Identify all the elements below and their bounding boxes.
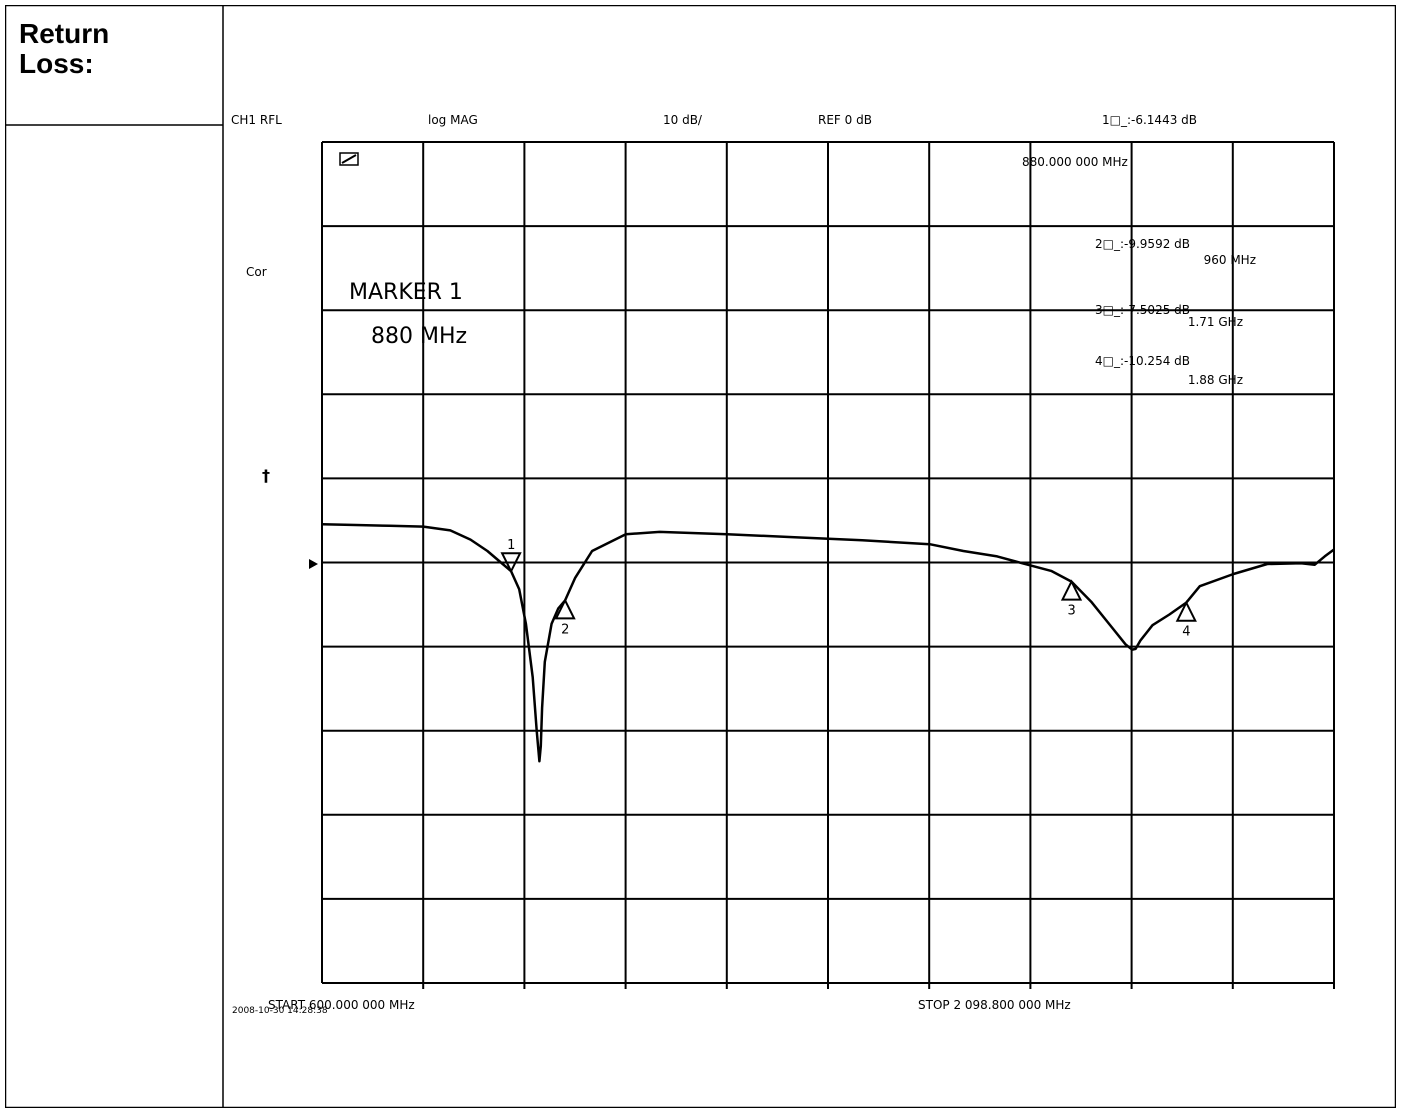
marker-3-frequency: 1.71 GHz xyxy=(1188,315,1243,329)
overlay-marker-frequency: 880 MHz xyxy=(371,324,467,349)
data-hold-icon xyxy=(339,152,359,166)
plot-grid xyxy=(321,141,1335,989)
marker-4-label: 4 xyxy=(1182,625,1190,640)
overlay-marker-title: MARKER 1 xyxy=(349,280,463,305)
marker-2-frequency: 960 MHz xyxy=(1204,253,1256,267)
timestamp: 2008-10-30 14:28:38 xyxy=(232,1006,328,1016)
markers-group: 1 2 3 4 xyxy=(500,538,1197,640)
marker-1-label: 1 xyxy=(507,538,515,553)
active-marker-readout: 1□_:-6.1443 dB xyxy=(1102,113,1197,127)
reference-label: REF 0 dB xyxy=(818,113,872,127)
channel-label: CH1 RFL xyxy=(231,113,282,127)
format-label: log MAG xyxy=(428,113,478,127)
marker-3-label: 3 xyxy=(1068,604,1076,619)
marker-4-frequency: 1.88 GHz xyxy=(1188,373,1243,387)
marker-1-symbol xyxy=(500,552,522,574)
scale-label: 10 dB/ xyxy=(663,113,703,127)
row-label: Return Loss: xyxy=(19,19,109,79)
correction-label: Cor xyxy=(246,265,267,279)
marker-3-symbol xyxy=(1060,579,1083,601)
marker-3-value: 3□_:-7.5025 dB xyxy=(1095,303,1190,317)
marker-4-value: 4□_:-10.254 dB xyxy=(1095,354,1190,368)
start-frequency: START 600.000 000 MHz xyxy=(268,998,415,1012)
marker-4-symbol xyxy=(1175,600,1197,622)
label-line-2: Loss: xyxy=(19,48,94,79)
marker-2-label: 2 xyxy=(561,622,569,637)
stop-frequency: STOP 2 098.800 000 MHz xyxy=(918,998,1071,1012)
side-symbol: † xyxy=(262,466,270,485)
marker-2-value: 2□_:-9.9592 dB xyxy=(1095,237,1190,251)
label-line-1: Return xyxy=(19,18,110,49)
marker-2-symbol xyxy=(554,598,576,620)
reference-level-arrow xyxy=(309,559,318,569)
active-marker-frequency: 880.000 000 MHz xyxy=(1022,155,1128,169)
